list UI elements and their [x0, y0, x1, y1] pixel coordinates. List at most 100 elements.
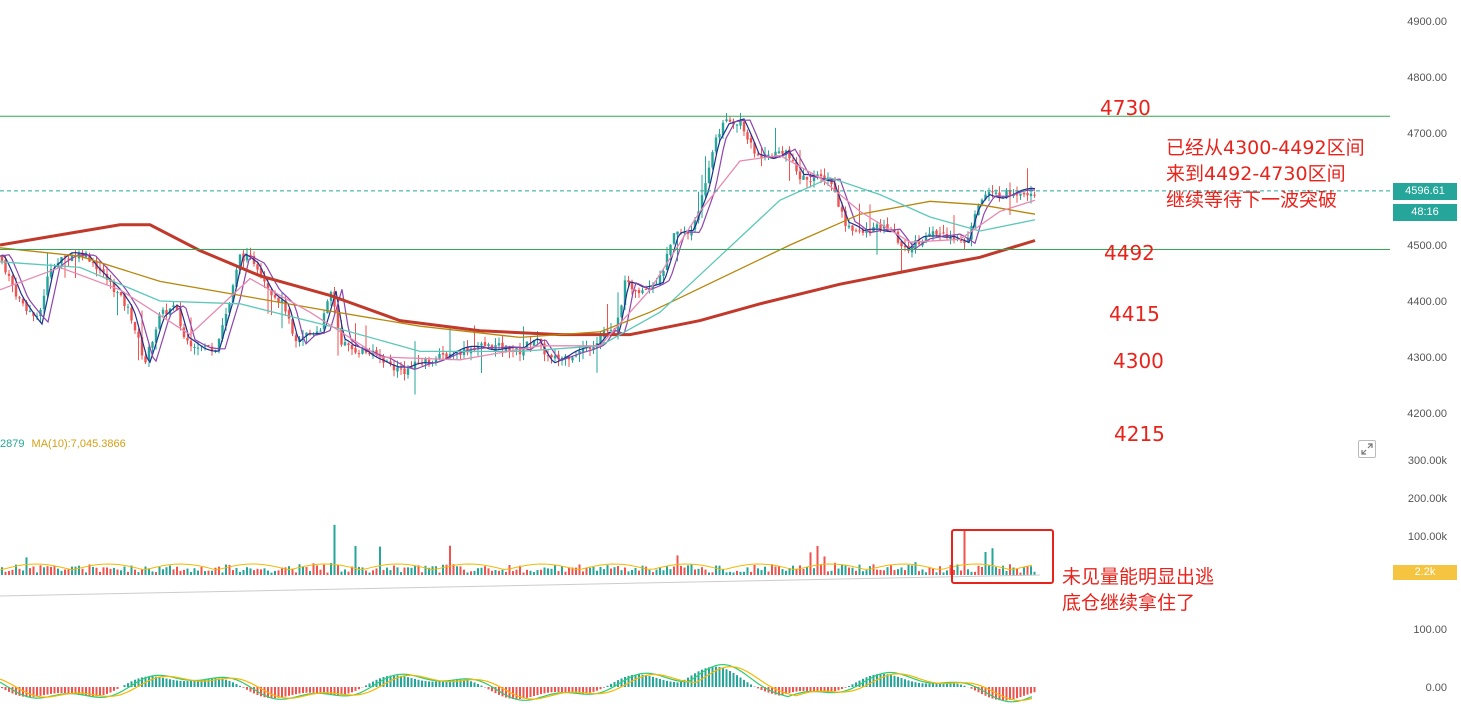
volume-bar	[827, 571, 829, 575]
macd-histogram-bar	[774, 687, 777, 695]
macd-histogram-bar	[813, 687, 815, 692]
volume-bar	[869, 566, 871, 575]
macd-histogram-bar	[676, 682, 679, 687]
volume-bar	[235, 567, 238, 575]
macd-histogram-bar	[141, 677, 143, 687]
candle-body	[903, 245, 907, 248]
volume-bar	[351, 566, 353, 575]
macd-histogram-bar	[694, 673, 696, 687]
macd-histogram-bar	[925, 683, 927, 687]
volume-bar	[253, 570, 255, 575]
candle-body	[644, 289, 648, 291]
macd-histogram-bar	[211, 678, 213, 687]
macd-histogram-bar	[606, 685, 609, 687]
macd-histogram-bar	[547, 687, 549, 693]
volume-bar	[8, 571, 10, 575]
macd-histogram-bar	[309, 687, 311, 693]
volume-bar	[137, 572, 140, 575]
macd-histogram-bar	[340, 687, 343, 695]
candle-body	[851, 225, 854, 231]
candle-body	[833, 183, 837, 192]
volume-bar	[848, 567, 850, 575]
candle-body	[123, 294, 126, 307]
volume-bar	[39, 565, 42, 575]
macd-histogram-bar	[991, 687, 994, 699]
candle-body	[718, 134, 721, 138]
macd-histogram-bar	[554, 687, 556, 693]
macd-histogram-bar	[46, 687, 49, 695]
macd-histogram-bar	[960, 684, 962, 687]
candle-body	[550, 354, 553, 358]
volume-bar	[386, 567, 388, 575]
macd-histogram-bar	[284, 687, 287, 697]
volume-bar	[676, 555, 679, 575]
volume-bar	[403, 567, 406, 575]
candle-body	[854, 230, 858, 232]
volume-bar	[354, 545, 357, 575]
volume-bar	[967, 569, 969, 575]
candle-body	[291, 319, 294, 334]
volume-bar	[46, 566, 49, 575]
candle-body	[830, 179, 833, 185]
macd-histogram-bar	[428, 681, 430, 687]
candle-body	[588, 347, 592, 350]
macd-histogram-bar	[841, 687, 843, 690]
candle-body	[91, 262, 95, 264]
candle-body	[466, 347, 469, 353]
macd-histogram-bar	[998, 687, 1001, 701]
macd-histogram-bar	[582, 687, 584, 694]
volume-bar	[1016, 568, 1018, 575]
volume-bar	[88, 564, 91, 575]
volume-bar	[564, 571, 567, 575]
expand-icon[interactable]	[1358, 440, 1376, 458]
volume-bar	[452, 564, 455, 575]
macd-histogram-bar	[74, 687, 77, 695]
candle-body	[917, 240, 921, 245]
candle-body	[196, 347, 200, 349]
volume-bar	[571, 567, 574, 575]
volume-bar	[99, 571, 101, 575]
macd-histogram-bar	[725, 669, 728, 687]
macd-histogram-bar	[669, 681, 672, 687]
macd-histogram-bar	[662, 679, 665, 687]
volume-bar	[95, 567, 98, 575]
volume-bar	[631, 569, 633, 575]
macd-histogram-bar	[127, 683, 129, 687]
volume-bar	[81, 568, 84, 575]
volume-bar	[477, 568, 479, 575]
volume-bar	[151, 571, 154, 575]
macd-histogram-bar	[792, 687, 794, 693]
volume-bar	[270, 572, 273, 575]
volume-bar	[438, 572, 441, 575]
macd-histogram-bar	[505, 687, 507, 698]
candle-body	[130, 307, 133, 321]
volume-bar	[764, 566, 766, 575]
price-tick-label: 4300.00	[1407, 352, 1447, 364]
volume-bar	[396, 567, 399, 575]
volume-bar	[974, 571, 976, 575]
candle-body	[375, 350, 378, 356]
candle-body	[235, 269, 238, 287]
volume-bar	[491, 570, 493, 575]
macd-histogram-bar	[190, 680, 192, 687]
candle-body	[137, 331, 140, 338]
price-levels: 4730 4492 4415 4300 4215	[0, 96, 1390, 446]
volume-bar	[421, 572, 423, 575]
candle-body	[788, 149, 791, 159]
volume-bar	[162, 569, 164, 575]
macd-histogram-bar	[95, 687, 98, 697]
candle-body	[672, 233, 676, 244]
macd-histogram-bar	[53, 687, 56, 694]
candle-body	[67, 258, 70, 260]
candle-body	[1005, 189, 1008, 199]
macd-histogram-bar	[491, 687, 493, 692]
volume-bar	[260, 569, 262, 575]
macd-histogram-bar	[43, 687, 45, 696]
candle-body	[326, 301, 329, 314]
volume-bar	[74, 566, 77, 575]
price-tick-label: 4900.00	[1407, 16, 1447, 28]
macd-histogram-bar	[302, 687, 304, 694]
candle-body	[721, 122, 725, 136]
volume-tick-label: 200.00k	[1408, 493, 1448, 505]
